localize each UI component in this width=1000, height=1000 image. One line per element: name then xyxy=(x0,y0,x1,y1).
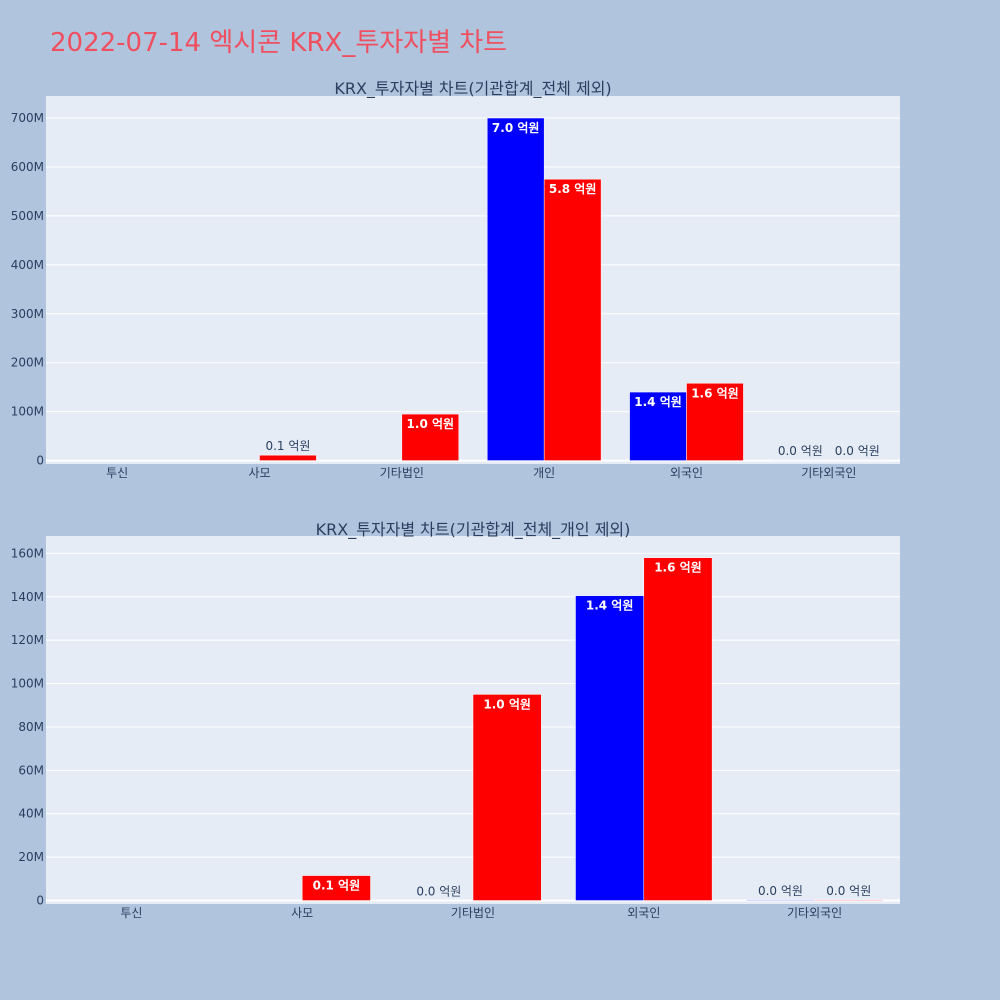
data-label: 1.4 억원 xyxy=(634,395,682,409)
y-tick-label: 140M xyxy=(11,590,44,604)
y-tick-label: 200M xyxy=(11,356,44,370)
data-label: 7.0 억원 xyxy=(492,121,540,135)
bar xyxy=(746,899,815,901)
bar xyxy=(401,413,460,461)
bar xyxy=(472,694,542,901)
x-tick-label: 투신 xyxy=(120,906,142,920)
y-tick-label: 500M xyxy=(11,209,44,223)
bar xyxy=(643,557,713,901)
y-tick-label: 700M xyxy=(11,111,44,125)
data-label: 0.1 억원 xyxy=(265,439,310,453)
data-label: 1.4 억원 xyxy=(586,599,634,613)
x-tick-label: 투신 xyxy=(106,466,128,480)
chart-title: KRX_투자자별 차트(기관합계_전체_개인 제외) xyxy=(316,520,631,540)
data-label: 0.0 억원 xyxy=(416,885,461,899)
y-tick-label: 120M xyxy=(11,633,44,647)
y-tick-label: 60M xyxy=(18,763,44,777)
y-tick-label: 100M xyxy=(11,405,44,419)
chart-title: KRX_투자자별 차트(기관합계_전체 제외) xyxy=(334,79,611,99)
bar xyxy=(686,383,744,461)
page-title: 2022-07-14 엑시콘 KRX_투자자별 차트 xyxy=(50,28,508,58)
x-tick-label: 사모 xyxy=(248,466,270,480)
data-label: 0.0 억원 xyxy=(778,444,823,458)
x-tick-label: 기타외국인 xyxy=(801,466,856,480)
x-tick-label: 기타법인 xyxy=(380,466,424,480)
data-label: 5.8 억원 xyxy=(549,182,597,196)
y-tick-label: 40M xyxy=(18,807,44,821)
y-tick-label: 0 xyxy=(36,894,44,908)
x-tick-label: 개인 xyxy=(533,466,555,480)
bar xyxy=(814,899,884,901)
data-label: 0.0 억원 xyxy=(826,884,871,898)
chart-1: 0 100M 200M 300M 400M 500M 600M 700M KRX_투자자별 차트… xyxy=(11,79,900,480)
y-tick-label: 80M xyxy=(18,720,44,734)
y-tick-label: 100M xyxy=(11,677,44,691)
y-tick-label: 0 xyxy=(36,454,44,468)
x-tick-label: 기타법인 xyxy=(451,906,495,920)
x-tick-label: 사모 xyxy=(291,906,313,920)
data-label: 0.0 억원 xyxy=(758,884,803,898)
plot-area xyxy=(46,96,900,464)
x-tick-label: 외국인 xyxy=(670,466,703,480)
y-tick-label: 600M xyxy=(11,160,44,174)
bar xyxy=(301,875,371,901)
y-tick-label: 400M xyxy=(11,258,44,272)
data-label: 1.6 억원 xyxy=(654,561,702,575)
data-label: 1.0 억원 xyxy=(407,417,455,431)
data-label: 0.1 억원 xyxy=(313,879,361,893)
bar xyxy=(629,391,687,461)
data-label: 0.0 억원 xyxy=(835,444,880,458)
y-tick-label: 20M xyxy=(18,850,44,864)
x-tick-label: 기타외국인 xyxy=(787,906,842,920)
x-tick-label: 외국인 xyxy=(627,906,660,920)
y-tick-label: 160M xyxy=(11,546,44,560)
bar xyxy=(543,178,602,461)
data-label: 1.0 억원 xyxy=(483,697,531,711)
y-tick-label: 300M xyxy=(11,307,44,321)
chart-2: 0 20M 40M 60M 80M 100M 120M 140M 160M KRX_투자자별 차트… xyxy=(11,520,900,920)
bar xyxy=(486,117,545,461)
data-label: 1.6 억원 xyxy=(691,386,739,400)
bar xyxy=(575,595,645,901)
bar xyxy=(259,454,317,461)
